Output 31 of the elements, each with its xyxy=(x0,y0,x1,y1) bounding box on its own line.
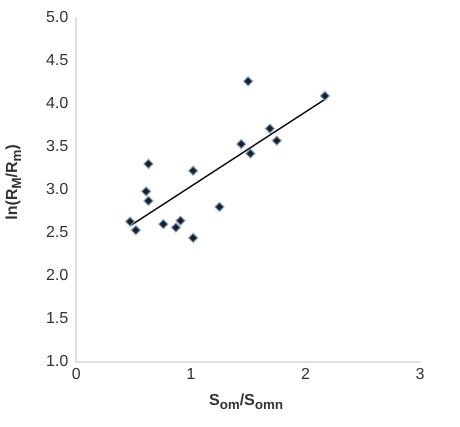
point xyxy=(320,90,330,102)
point xyxy=(245,148,256,159)
point xyxy=(175,216,186,226)
y-tick-label: 3.0 xyxy=(46,181,68,198)
point xyxy=(170,222,182,233)
y-tick-label: 3.5 xyxy=(46,138,68,156)
y-tick-label: 4.0 xyxy=(46,95,68,112)
y-tick-label: 1.0 xyxy=(46,353,68,370)
x-tick-label: 0 xyxy=(72,366,81,383)
y-tick-label: 5.0 xyxy=(46,9,68,26)
point xyxy=(188,166,198,176)
y-tick-label: 2.5 xyxy=(46,224,68,242)
y-tick-label: 2.0 xyxy=(46,267,68,284)
y-tick-label: 1.5 xyxy=(46,310,68,328)
point xyxy=(214,202,225,212)
point xyxy=(188,232,198,243)
x-tick-label: 2 xyxy=(300,366,310,383)
point xyxy=(125,216,136,227)
x-tick-label: 3 xyxy=(416,366,425,383)
point xyxy=(236,138,246,150)
point xyxy=(143,196,154,206)
x-tick-label: 1 xyxy=(186,366,196,383)
point xyxy=(243,76,254,86)
point xyxy=(272,136,282,146)
x-axis-title: S$_{om}$/S$_{omn}$ xyxy=(209,392,283,412)
point xyxy=(143,158,154,169)
point xyxy=(264,124,275,134)
point xyxy=(130,225,141,236)
y-tick-label: 4.5 xyxy=(46,52,68,70)
point xyxy=(158,219,168,230)
point xyxy=(141,186,152,197)
